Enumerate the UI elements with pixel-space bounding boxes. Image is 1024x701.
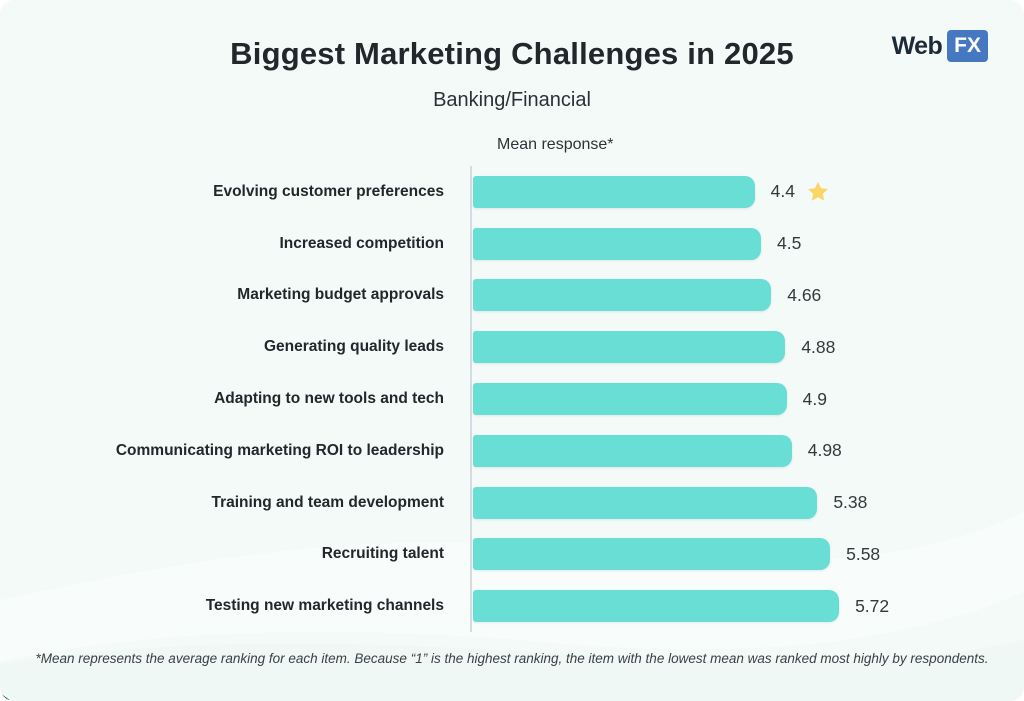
value-label: 5.38 bbox=[833, 492, 868, 513]
logo-fx-badge: FX bbox=[947, 30, 988, 62]
value-label: 4.88 bbox=[801, 336, 836, 357]
chart-row: Training and team development 5.38 bbox=[0, 476, 1024, 529]
chart-row: Testing new marketing channels 5.72 bbox=[0, 580, 1024, 633]
category-label: Generating quality leads bbox=[263, 338, 444, 356]
category-label: Marketing budget approvals bbox=[237, 286, 444, 304]
value-label: 4.5 bbox=[777, 233, 802, 254]
bar-chart: Evolving customer preferences 4.4 Increase… bbox=[0, 166, 1024, 633]
category-label: Communicating marketing ROI to leadershi… bbox=[115, 441, 444, 459]
chart-row: Increased competition 4.5 bbox=[0, 217, 1024, 270]
bar-cell: 5.58 bbox=[470, 528, 881, 581]
bar-cell: 4.98 bbox=[470, 424, 842, 477]
category-label: Recruiting talent bbox=[321, 545, 444, 563]
bar bbox=[473, 383, 787, 416]
page-title: Biggest Marketing Challenges in 2025 bbox=[230, 36, 794, 71]
value-label: 5.72 bbox=[855, 595, 890, 616]
webfx-logo: Web FX bbox=[892, 30, 988, 62]
corner-accent bbox=[0, 693, 11, 701]
page-subtitle: Banking/Financial bbox=[433, 89, 591, 111]
bar bbox=[473, 590, 840, 623]
category-label: Adapting to new tools and tech bbox=[214, 390, 444, 408]
bar bbox=[473, 279, 772, 312]
bar bbox=[473, 538, 831, 571]
value-label: 4.66 bbox=[787, 284, 822, 305]
chart-row: Generating quality leads 4.88 bbox=[0, 321, 1024, 374]
value-label: 4.98 bbox=[807, 440, 842, 461]
chart-row: Adapting to new tools and tech 4.9 bbox=[0, 373, 1024, 425]
bar-cell: 5.72 bbox=[470, 580, 890, 633]
bar-cell: 5.38 bbox=[470, 476, 868, 529]
category-label: Training and team development bbox=[211, 493, 444, 511]
bar bbox=[473, 486, 818, 519]
bar-cell: 4.88 bbox=[470, 321, 836, 374]
chart-row: Marketing budget approvals 4.66 bbox=[0, 269, 1024, 322]
axis-label: Mean response* bbox=[497, 136, 614, 153]
bar-cell: 4.66 bbox=[470, 269, 822, 322]
bar bbox=[473, 331, 786, 364]
footnote: *Mean represents the average ranking for… bbox=[35, 651, 989, 666]
bar-cell: 4.4 bbox=[470, 166, 830, 218]
category-label: Increased competition bbox=[279, 234, 444, 252]
chart-row: Recruiting talent 5.58 bbox=[0, 528, 1024, 581]
bar-cell: 4.5 bbox=[470, 217, 802, 270]
value-label: 4.9 bbox=[802, 388, 827, 409]
logo-web-text: Web bbox=[891, 31, 943, 60]
bar bbox=[473, 175, 755, 208]
bar bbox=[473, 227, 761, 260]
category-label: Evolving customer preferences bbox=[213, 182, 444, 200]
bar-cell: 4.9 bbox=[470, 373, 827, 425]
star-icon bbox=[808, 181, 828, 201]
value-label: 4.4 bbox=[770, 181, 795, 202]
value-label: 5.58 bbox=[846, 543, 881, 564]
chart-row: Communicating marketing ROI to leadershi… bbox=[0, 424, 1024, 477]
category-label: Testing new marketing channels bbox=[205, 597, 444, 615]
bar bbox=[473, 434, 792, 467]
chart-row: Evolving customer preferences 4.4 bbox=[0, 166, 1024, 218]
